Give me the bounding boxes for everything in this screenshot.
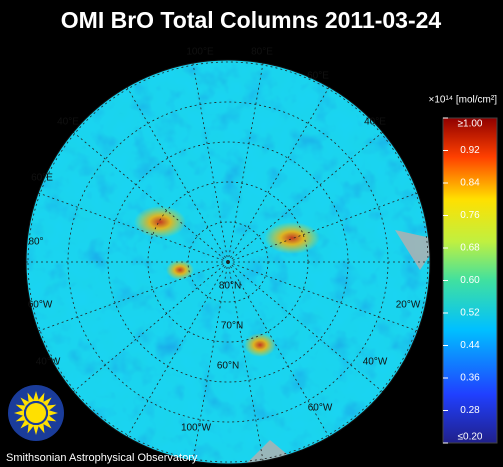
map-label: 60°N: [217, 361, 239, 372]
colorbar-tick-label: 0.76: [460, 210, 480, 221]
logo-ray: [15, 404, 27, 412]
globe-edge: [25, 59, 431, 465]
map-label: 60°E: [31, 173, 53, 184]
graticule: [122, 79, 229, 263]
logo-ray: [42, 397, 52, 407]
logo-ray: [14, 410, 24, 416]
map-label: 40°E: [57, 117, 79, 128]
logo-ray: [20, 419, 30, 429]
map-label: 60°E: [307, 71, 329, 82]
graticule: [227, 126, 390, 263]
graticule: [227, 189, 426, 263]
graticule: [227, 261, 390, 398]
graticule: [227, 79, 334, 263]
colorbar-tick-label: 0.44: [460, 340, 480, 351]
colorbar-tick-label: 0.92: [460, 145, 480, 156]
map-label: 100°W: [181, 423, 212, 434]
map-label: 40°W: [363, 357, 388, 368]
colorbar-tick-label: 0.28: [460, 405, 480, 416]
colorbar-tick-label: 0.36: [460, 373, 480, 384]
logo-ray: [33, 391, 39, 401]
graticule: [191, 261, 229, 464]
logo-ray: [48, 410, 58, 416]
colorbar-tick-label: 0.52: [460, 308, 480, 319]
map: [26, 60, 430, 464]
colorbar-unit: ×10¹⁴ [mol/cm²]: [429, 95, 498, 106]
logo-ray: [27, 392, 35, 404]
graticule: [227, 261, 265, 464]
map-label: 60°W: [308, 403, 333, 414]
map-label: 80°: [28, 237, 43, 248]
logo-sun: [26, 403, 46, 423]
colorbar-tick-label: 0.60: [460, 275, 480, 286]
map-label: 40°W: [36, 357, 61, 368]
logo-ray: [42, 419, 52, 429]
title: OMI BrO Total Columns 2011-03-24: [61, 7, 442, 33]
logo-ray: [27, 422, 35, 434]
logo-ray: [20, 397, 30, 407]
logo-ray: [37, 392, 45, 404]
logo-ray: [37, 422, 45, 434]
graticule: [30, 261, 229, 335]
logo-ray: [33, 425, 39, 435]
graticule: [227, 261, 334, 445]
map-label: 80°N: [219, 281, 241, 292]
map-label: 60°W: [28, 300, 53, 311]
colorbar: [442, 117, 498, 444]
colorbar-tick-label: ≥1.00: [458, 119, 483, 130]
logo-ray: [45, 414, 57, 422]
graticule: [66, 126, 229, 263]
colorbar-tick-label: 0.84: [460, 178, 480, 189]
graticule: [227, 60, 265, 263]
map-label: 40°E: [364, 117, 386, 128]
map-label: 80°E: [251, 47, 273, 58]
map-label: 100°E: [186, 47, 214, 58]
graticule: [191, 60, 229, 263]
graticule: [122, 261, 229, 445]
map-label: 70°N: [221, 321, 243, 332]
graticule: [227, 261, 426, 335]
map-label: 20°W: [396, 300, 421, 311]
colorbar-tick-label: ≤0.20: [458, 432, 483, 443]
logo-ray: [45, 404, 57, 412]
logo-ray: [15, 414, 27, 422]
graticule: [66, 261, 229, 398]
footer: Smithsonian Astrophysical Observatory: [6, 452, 198, 464]
colorbar-tick-label: 0.68: [460, 243, 480, 254]
